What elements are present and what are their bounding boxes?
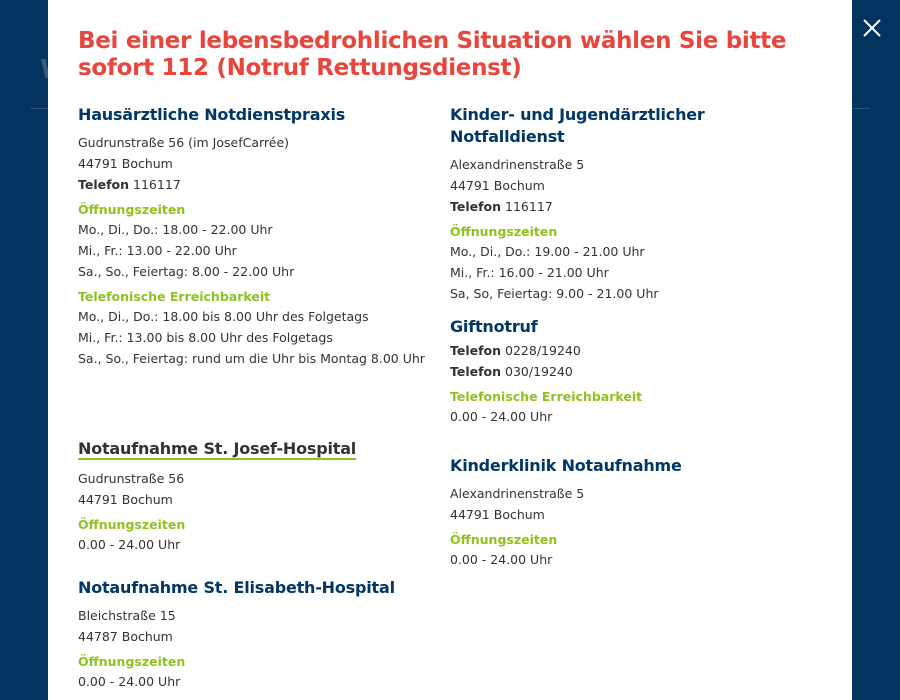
phone-hours-label: Telefonische Erreichbarkeit: [78, 289, 271, 304]
close-icon[interactable]: [862, 18, 882, 38]
phone-hours-line: Mo., Di., Do.: 18.00 bis 8.00 Uhr des Fo…: [78, 309, 369, 324]
address-street: Gudrunstraße 56 (im JosefCarrée): [78, 135, 290, 150]
hours-line: Mi., Fr.: 16.00 - 21.00 Uhr: [450, 265, 609, 280]
phone-number: 0228/19240: [505, 343, 581, 358]
phone-number: 030/19240: [505, 364, 573, 379]
josef-hospital-link[interactable]: Notaufnahme St. Josef-Hospital: [78, 439, 357, 460]
phone-number: 116117: [133, 177, 181, 192]
hours-line: Mi., Fr.: 13.00 - 22.00 Uhr: [78, 243, 237, 258]
kinderklinik-heading: Kinderklinik Notaufnahme: [450, 456, 682, 475]
hours-label: Öffnungszeiten: [78, 654, 186, 669]
phone: Telefon 0228/19240: [450, 340, 822, 361]
emergency-modal: Bei einer lebensbedrohlichen Situation w…: [48, 0, 852, 700]
hours-line: Mo., Di., Do.: 18.00 - 22.00 Uhr: [78, 222, 273, 237]
address-street: Bleichstraße 15: [78, 608, 176, 623]
phone-number: 116117: [505, 199, 553, 214]
address-city: 44791 Bochum: [450, 178, 545, 193]
phone: Telefon 116117: [450, 196, 822, 217]
phone-hours-line: 0.00 - 24.00 Uhr: [450, 409, 553, 424]
phone: Telefon 116117: [78, 174, 450, 195]
hours-line: 0.00 - 24.00 Uhr: [78, 537, 181, 552]
gift-heading: Giftnotruf: [450, 317, 538, 336]
address-street: Alexandrinenstraße 5: [450, 157, 585, 172]
hours-line: Sa, So, Feiertag: 9.00 - 21.00 Uhr: [450, 286, 659, 301]
josef-block: Notaufnahme St. Josef-Hospital Gudrunstr…: [78, 439, 450, 555]
phone-label: Telefon: [450, 364, 502, 379]
left-column: Hausärztliche Notdienstpraxis Gudrunstra…: [78, 104, 450, 700]
phone-hours-label: Telefonische Erreichbarkeit: [450, 389, 643, 404]
hours-line: Sa., So., Feiertag: 8.00 - 22.00 Uhr: [78, 264, 295, 279]
phone-label: Telefon: [450, 343, 502, 358]
kinderklinik-block: Kinderklinik Notaufnahme Alexandrinenstr…: [450, 455, 822, 570]
kinder-block: Kinder- und Jugendärztlicher Notfalldien…: [450, 104, 822, 304]
praxis-heading: Hausärztliche Notdienstpraxis: [78, 105, 346, 124]
address-street: Alexandrinenstraße 5: [450, 486, 585, 501]
elisabeth-block: Notaufnahme St. Elisabeth-Hospital Bleic…: [78, 577, 450, 692]
phone: Telefon 030/19240: [450, 361, 822, 382]
phone-hours-line: Sa., So., Feiertag: rund um die Uhr bis …: [78, 351, 425, 366]
address-city: 44791 Bochum: [78, 492, 173, 507]
hours-line: Mo., Di., Do.: 19.00 - 21.00 Uhr: [450, 244, 645, 259]
hours-line: 0.00 - 24.00 Uhr: [78, 674, 181, 689]
address-street: Gudrunstraße 56: [78, 471, 185, 486]
address-city: 44791 Bochum: [450, 507, 545, 522]
hours-line: 0.00 - 24.00 Uhr: [450, 552, 553, 567]
address-city: 44791 Bochum: [78, 156, 173, 171]
right-column: Kinder- und Jugendärztlicher Notfalldien…: [450, 104, 822, 700]
phone-label: Telefon: [450, 199, 502, 214]
gift-block: Giftnotruf Telefon 0228/19240 Telefon 03…: [450, 316, 822, 427]
praxis-block: Hausärztliche Notdienstpraxis Gudrunstra…: [78, 104, 450, 369]
phone-label: Telefon: [78, 177, 130, 192]
kinder-heading: Kinder- und Jugendärztlicher Notfalldien…: [450, 105, 705, 146]
phone-hours-line: Mi., Fr.: 13.00 bis 8.00 Uhr des Folgeta…: [78, 330, 333, 345]
hours-label: Öffnungszeiten: [78, 202, 186, 217]
hours-label: Öffnungszeiten: [450, 532, 558, 547]
hours-label: Öffnungszeiten: [450, 224, 558, 239]
address-city: 44787 Bochum: [78, 629, 173, 644]
hours-label: Öffnungszeiten: [78, 517, 186, 532]
modal-title: Bei einer lebensbedrohlichen Situation w…: [78, 28, 787, 81]
elisabeth-heading: Notaufnahme St. Elisabeth-Hospital: [78, 578, 395, 597]
